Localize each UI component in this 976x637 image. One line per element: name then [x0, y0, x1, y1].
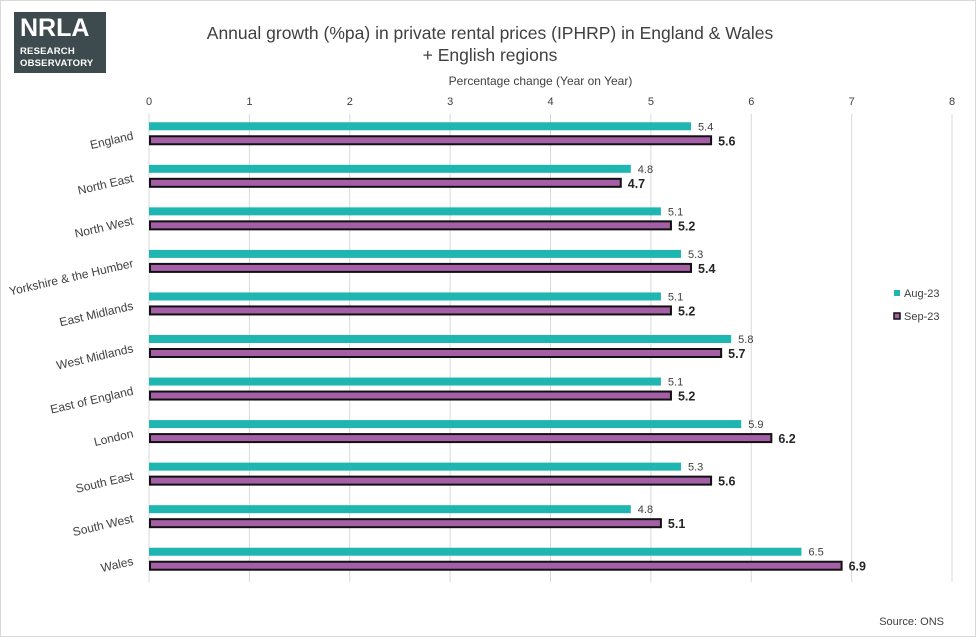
bar-sep	[149, 560, 843, 571]
logo-line1: RESEARCH	[20, 46, 75, 57]
bar-sep	[149, 220, 672, 231]
label-aug: 5.3	[688, 249, 703, 261]
bar-aug	[149, 462, 681, 471]
source-note: Source: ONS	[879, 616, 944, 628]
category-label: England	[89, 129, 135, 153]
label-sep: 6.2	[778, 432, 795, 446]
bar-aug	[149, 420, 742, 429]
bar-aug	[149, 335, 732, 343]
label-aug: 5.1	[668, 206, 683, 218]
label-sep: 4.7	[628, 177, 645, 191]
label-aug: 5.1	[668, 291, 683, 303]
bar-sep	[149, 135, 713, 146]
logo-brand: NRLA	[20, 14, 90, 42]
bar-sep	[149, 518, 662, 529]
legend-label-sep: Sep-23	[904, 311, 939, 323]
x-axis-ticks: 0 1 2 3 4 5 6 7 8	[146, 96, 955, 108]
bar-sep	[149, 390, 672, 401]
label-sep: 6.9	[849, 560, 866, 574]
x-tick-label: 5	[648, 96, 654, 108]
category-label: Yorkshire & the Humber	[8, 256, 135, 298]
category-label: East of England	[49, 384, 135, 417]
chart-title-line2: + English regions	[422, 45, 558, 65]
data-labels: 5.45.64.84.75.15.25.35.45.15.25.85.75.15…	[628, 121, 866, 573]
bar-sep	[149, 433, 773, 444]
bar-aug	[149, 164, 631, 173]
label-aug: 4.8	[638, 504, 653, 516]
x-tick-label: 2	[347, 96, 353, 108]
bar-aug	[149, 505, 631, 514]
label-aug: 4.8	[638, 164, 653, 176]
label-sep: 5.4	[698, 262, 715, 276]
label-sep: 5.6	[718, 134, 735, 148]
bar-sep	[149, 262, 693, 273]
legend-swatch-aug	[894, 290, 900, 296]
bar-aug	[149, 377, 661, 386]
bar-aug	[149, 292, 661, 301]
category-label: South West	[71, 511, 135, 539]
category-label: Wales	[99, 554, 134, 575]
x-tick-label: 8	[949, 96, 955, 108]
legend-swatch-sep	[893, 312, 901, 320]
x-tick-label: 0	[146, 96, 152, 108]
x-axis-title: Percentage change (Year on Year)	[449, 74, 633, 88]
category-label: North West	[73, 213, 135, 240]
bars	[149, 122, 843, 571]
label-aug: 5.9	[748, 419, 763, 431]
bar-aug	[149, 547, 802, 556]
category-label: East Midlands	[58, 299, 135, 330]
label-aug: 5.8	[738, 334, 753, 346]
label-sep: 5.2	[678, 390, 695, 404]
category-label: North East	[76, 171, 135, 198]
category-labels: England North East North West Yorkshire & t…	[8, 129, 135, 575]
legend-label-aug: Aug-23	[904, 288, 939, 300]
label-aug: 5.4	[698, 121, 713, 133]
bar-sep	[149, 305, 672, 316]
bar-sep	[149, 177, 622, 188]
bar-sep	[149, 348, 723, 358]
label-sep: 5.2	[678, 219, 695, 233]
bar-aug	[149, 249, 681, 258]
label-aug: 5.1	[668, 377, 683, 389]
label-aug: 5.3	[688, 462, 703, 474]
chart-title-line1: Annual growth (%pa) in private rental pr…	[206, 23, 774, 43]
x-tick-label: 3	[447, 96, 453, 108]
category-label: London	[93, 426, 135, 449]
legend: Aug-23 Sep-23	[893, 288, 939, 323]
label-sep: 5.1	[668, 517, 685, 531]
bar-aug	[149, 207, 661, 216]
label-sep: 5.7	[728, 347, 745, 361]
x-tick-label: 1	[246, 96, 252, 108]
x-tick-label: 6	[748, 96, 754, 108]
logo-line2: OBSERVATORY	[20, 58, 94, 69]
label-sep: 5.2	[678, 304, 695, 318]
nrla-logo: NRLA RESEARCH OBSERVATORY	[14, 12, 106, 73]
bar-sep	[149, 475, 713, 486]
category-label: South East	[74, 469, 135, 496]
category-label: West Midlands	[55, 341, 135, 372]
bar-aug	[149, 122, 692, 131]
x-tick-label: 7	[849, 96, 855, 108]
label-aug: 6.5	[808, 547, 823, 559]
label-sep: 5.6	[718, 475, 735, 489]
x-tick-label: 4	[547, 96, 553, 108]
chart-title: Annual growth (%pa) in private rental pr…	[120, 22, 860, 66]
